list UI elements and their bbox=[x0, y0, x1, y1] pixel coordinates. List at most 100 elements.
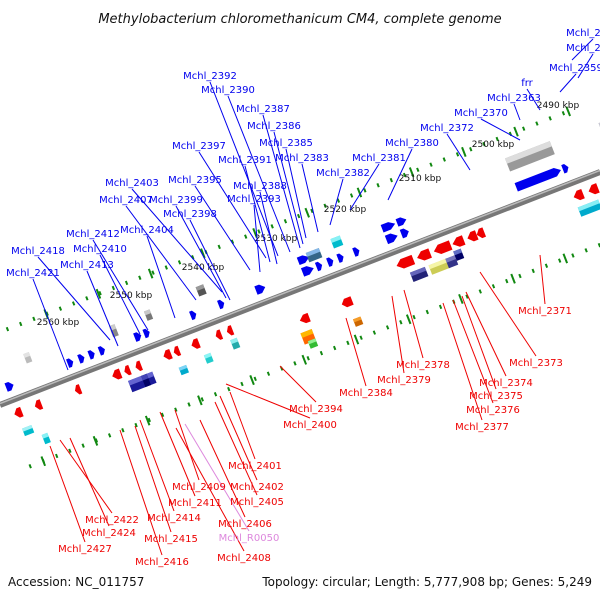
gene-shape bbox=[74, 384, 83, 395]
forward-gene bbox=[66, 358, 74, 368]
feature-block bbox=[305, 247, 323, 263]
feature-block bbox=[445, 255, 459, 269]
forward-gene bbox=[77, 354, 85, 364]
block-shade bbox=[128, 371, 154, 386]
block-shade bbox=[453, 248, 463, 256]
leader-line bbox=[92, 239, 149, 331]
major-tick-mark bbox=[304, 207, 310, 218]
reverse-gene bbox=[476, 227, 487, 239]
major-tick-mark bbox=[562, 253, 569, 264]
leader-line bbox=[99, 254, 141, 335]
forward-gene-label: Mchl_2404 bbox=[120, 225, 174, 236]
gene-shape bbox=[341, 297, 351, 308]
major-tick-mark bbox=[458, 293, 464, 304]
block-shade bbox=[505, 141, 552, 164]
leader-line bbox=[146, 235, 176, 319]
leader-line bbox=[577, 53, 594, 79]
tick-mark bbox=[266, 371, 271, 376]
reverse-gene bbox=[191, 338, 201, 349]
forward-gene bbox=[142, 328, 150, 339]
leader-line bbox=[32, 278, 69, 371]
gene-shape bbox=[112, 368, 123, 380]
block-shade bbox=[41, 432, 49, 439]
leader-line bbox=[175, 427, 245, 552]
leader-line bbox=[345, 317, 367, 387]
tick-mark bbox=[518, 273, 522, 279]
kbp-label: 2510 kbp bbox=[399, 174, 442, 184]
major-tick-mark bbox=[356, 187, 363, 198]
gene-shape bbox=[452, 235, 466, 247]
kbp-label: 2520 kbp bbox=[324, 205, 367, 215]
reverse-gene-label: Mchl_2405 bbox=[230, 497, 284, 508]
tick-mark bbox=[399, 320, 403, 325]
reverse-gene bbox=[124, 364, 132, 376]
feature-block bbox=[352, 316, 364, 327]
reverse-gene bbox=[14, 406, 24, 418]
feature-block bbox=[505, 141, 555, 172]
feature-block bbox=[143, 309, 154, 321]
tick-mark bbox=[151, 270, 155, 275]
major-tick-mark bbox=[95, 288, 102, 299]
forward-gene-label: Mchl_2418 bbox=[11, 246, 65, 257]
kbp-label: 2550 kbp bbox=[110, 291, 153, 301]
leader-line bbox=[37, 256, 111, 341]
gene-shape bbox=[215, 329, 224, 340]
tick-mark bbox=[455, 152, 460, 157]
reverse-gene bbox=[588, 183, 600, 195]
kbp-label: 2560 kbp bbox=[37, 318, 80, 328]
label-leaders bbox=[32, 38, 594, 556]
tick-mark bbox=[124, 280, 129, 286]
forward-gene-label: Mchl_2391 bbox=[218, 155, 272, 166]
leader-line bbox=[465, 291, 507, 377]
gene-shape bbox=[399, 228, 409, 239]
reverse-gene bbox=[299, 312, 311, 324]
leader-line bbox=[403, 289, 424, 359]
forward-gene-label: Mchl_2388 bbox=[233, 181, 287, 192]
forward-gene bbox=[4, 381, 14, 392]
tick-mark bbox=[389, 177, 393, 183]
gene-shape bbox=[163, 348, 173, 360]
tick-mark bbox=[402, 172, 407, 178]
genome-backbone bbox=[0, 169, 600, 408]
tick-mark bbox=[319, 350, 324, 356]
major-tick-mark bbox=[40, 456, 47, 467]
tick-mark bbox=[147, 417, 151, 423]
tick-mark bbox=[482, 141, 486, 147]
tick-mark bbox=[469, 147, 473, 152]
gene-shape bbox=[573, 188, 585, 201]
leader-line bbox=[244, 165, 271, 263]
leader-line bbox=[273, 131, 304, 245]
forward-gene-label: Mchl_2395 bbox=[168, 175, 222, 186]
forward-gene-label: Mchl_2407 bbox=[99, 195, 153, 206]
leader-line bbox=[69, 437, 110, 527]
feature-block bbox=[307, 338, 319, 349]
tick-mark bbox=[505, 278, 509, 284]
tick-mark bbox=[571, 253, 575, 258]
tick-mark bbox=[134, 422, 138, 428]
tick-mark bbox=[442, 157, 446, 162]
tick-mark bbox=[297, 213, 301, 219]
leader-line bbox=[513, 103, 521, 121]
tick-mark bbox=[306, 356, 310, 361]
reverse-gene-label: Mchl_2422 bbox=[85, 515, 139, 526]
block-shade bbox=[23, 351, 31, 358]
tick-mark bbox=[438, 304, 443, 310]
genome-summary-text: Topology: circular; Length: 5,777,908 bp… bbox=[261, 575, 592, 589]
reverse-gene-label: Mchl_2414 bbox=[147, 513, 201, 524]
gene-shape bbox=[346, 296, 354, 306]
reverse-gene-label: Mchl_2377 bbox=[455, 422, 509, 433]
reverse-gene-label: Mchl_2401 bbox=[228, 461, 282, 472]
tick-mark bbox=[416, 167, 420, 173]
leader-line bbox=[349, 163, 380, 211]
leader-line bbox=[134, 425, 172, 533]
tick-mark bbox=[58, 306, 63, 311]
major-tick-mark bbox=[510, 273, 516, 284]
leader-line bbox=[559, 73, 577, 93]
reverse-gene bbox=[173, 345, 182, 357]
leader-line bbox=[198, 151, 267, 259]
gene-shape bbox=[87, 350, 95, 360]
gene-shape bbox=[352, 247, 360, 257]
forward-gene bbox=[380, 222, 396, 233]
feature-block bbox=[141, 373, 151, 388]
reverse-gene-label: Mchl_2427 bbox=[58, 544, 112, 555]
